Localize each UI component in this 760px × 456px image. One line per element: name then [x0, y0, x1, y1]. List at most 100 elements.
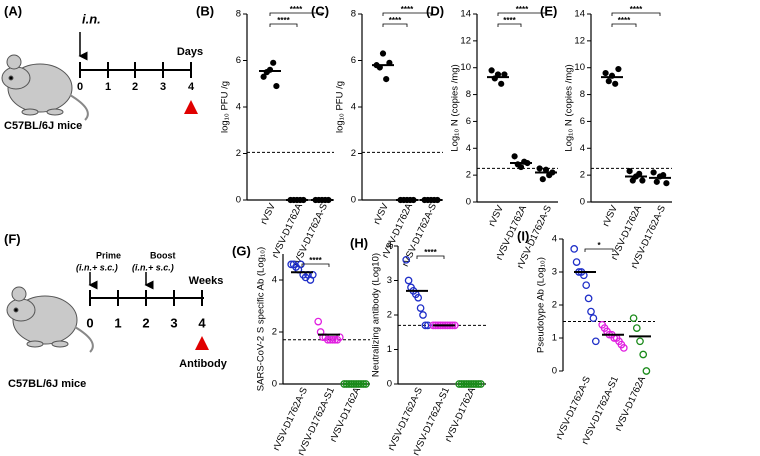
y-tick-label: 1: [552, 333, 557, 344]
significance-label: ****: [630, 5, 643, 14]
data-point: [498, 80, 505, 87]
y-tick-label: 6: [466, 116, 471, 127]
data-point: [605, 78, 612, 85]
data-point: [536, 165, 543, 172]
data-point: [639, 350, 648, 359]
data-point: [642, 367, 651, 375]
panel-label: (G): [232, 243, 251, 258]
tick-label: 1: [114, 315, 121, 330]
panel-label: (D): [426, 3, 444, 18]
data-point: [612, 80, 619, 87]
x-tick-label: rVSV: [487, 203, 507, 228]
significance-label: ****: [290, 5, 303, 14]
y-axis-label: log₁₀ PFU /g: [335, 81, 346, 133]
y-tick-label: 3: [387, 275, 392, 286]
y-tick-label: 12: [460, 35, 471, 46]
significance-bracket: [416, 255, 445, 259]
tick-label: 0: [77, 81, 83, 93]
significance-bracket: [584, 248, 614, 252]
mouse-label: C57BL/6J mice: [8, 378, 86, 390]
tick-label: 1: [105, 81, 111, 93]
panel-label: (F): [4, 231, 21, 246]
data-point: [619, 344, 628, 352]
data-point: [323, 335, 332, 344]
tick-label: 3: [160, 81, 166, 93]
y-tick-label: 2: [351, 148, 356, 159]
data-point: [615, 65, 622, 73]
mouse-icon: [1, 54, 89, 121]
significance-label: ****: [309, 256, 322, 265]
significance-label: ****: [401, 5, 414, 14]
data-point: [587, 307, 595, 316]
y-axis-label: log₁₀ PFU /g: [220, 81, 231, 133]
data-point: [416, 304, 425, 312]
significance-bracket: [269, 23, 298, 27]
data-point: [584, 294, 593, 303]
harvest-marker: [184, 100, 198, 114]
data-point: [314, 317, 323, 326]
y-tick-label: 0: [466, 197, 471, 208]
data-point: [419, 311, 427, 319]
y-tick-label: 4: [351, 102, 356, 113]
data-point: [582, 281, 591, 290]
y-tick-label: 10: [460, 62, 471, 73]
data-point: [488, 67, 495, 74]
panel-label: (E): [540, 3, 557, 18]
significance-bracket: [611, 23, 637, 27]
x-tick-label: rVSV: [601, 203, 621, 228]
data-point: [328, 335, 337, 344]
data-point: [653, 178, 660, 185]
significance-label: ****: [424, 248, 437, 257]
significance-bracket: [269, 12, 323, 16]
x-tick-label: rVSV: [372, 201, 392, 226]
y-axis-label: Log₁₀ N (copies /mg): [564, 64, 575, 151]
y-tick-label: 0: [580, 197, 585, 208]
significance-label: ****: [516, 5, 529, 14]
data-point: [589, 314, 598, 323]
tick-label: 2: [132, 81, 138, 93]
data-point: [414, 293, 423, 302]
y-tick-label: 4: [552, 234, 557, 245]
y-tick-label: 10: [574, 62, 585, 73]
data-point: [511, 153, 518, 160]
tick-label: 3: [170, 315, 177, 330]
y-tick-label: 8: [236, 9, 241, 20]
data-point: [639, 177, 646, 184]
y-tick-label: 2: [272, 327, 277, 338]
mouse-icon: [6, 286, 94, 353]
significance-bracket: [497, 23, 522, 27]
y-tick-label: 14: [460, 9, 471, 20]
significance-label: ****: [389, 16, 402, 25]
y-tick-label: 0: [236, 195, 241, 206]
y-tick-label: 0: [552, 366, 557, 377]
data-point: [517, 163, 525, 171]
panel-label: (C): [311, 3, 329, 18]
significance-bracket: [382, 12, 432, 16]
tick-label: 4: [188, 81, 195, 93]
y-axis-label: SARS-CoV-2 S specific Ab (Log₁₀): [256, 247, 267, 391]
y-tick-label: 4: [466, 143, 471, 154]
significance-label: *: [597, 241, 601, 250]
y-tick-label: 14: [574, 9, 585, 20]
data-point: [421, 321, 430, 330]
y-tick-label: 6: [580, 116, 585, 127]
y-tick-label: 6: [351, 55, 356, 66]
tick-label: 4: [198, 315, 206, 330]
tick-label: 2: [142, 315, 149, 330]
data-point: [402, 255, 411, 264]
y-tick-label: 12: [574, 35, 585, 46]
readout-label: Antibody: [179, 358, 228, 370]
unit-label: Weeks: [189, 275, 224, 287]
unit-label: Days: [177, 46, 203, 58]
prime-label: Prime: [96, 250, 121, 260]
data-point: [260, 73, 267, 80]
significance-bracket: [611, 12, 661, 16]
panel-label: (H): [350, 235, 368, 250]
significance-label: ****: [618, 16, 631, 25]
data-point: [270, 59, 277, 66]
data-point: [629, 314, 638, 323]
data-point: [404, 276, 413, 285]
y-axis-label: Log₁₀ N (copies /mg): [450, 64, 461, 151]
